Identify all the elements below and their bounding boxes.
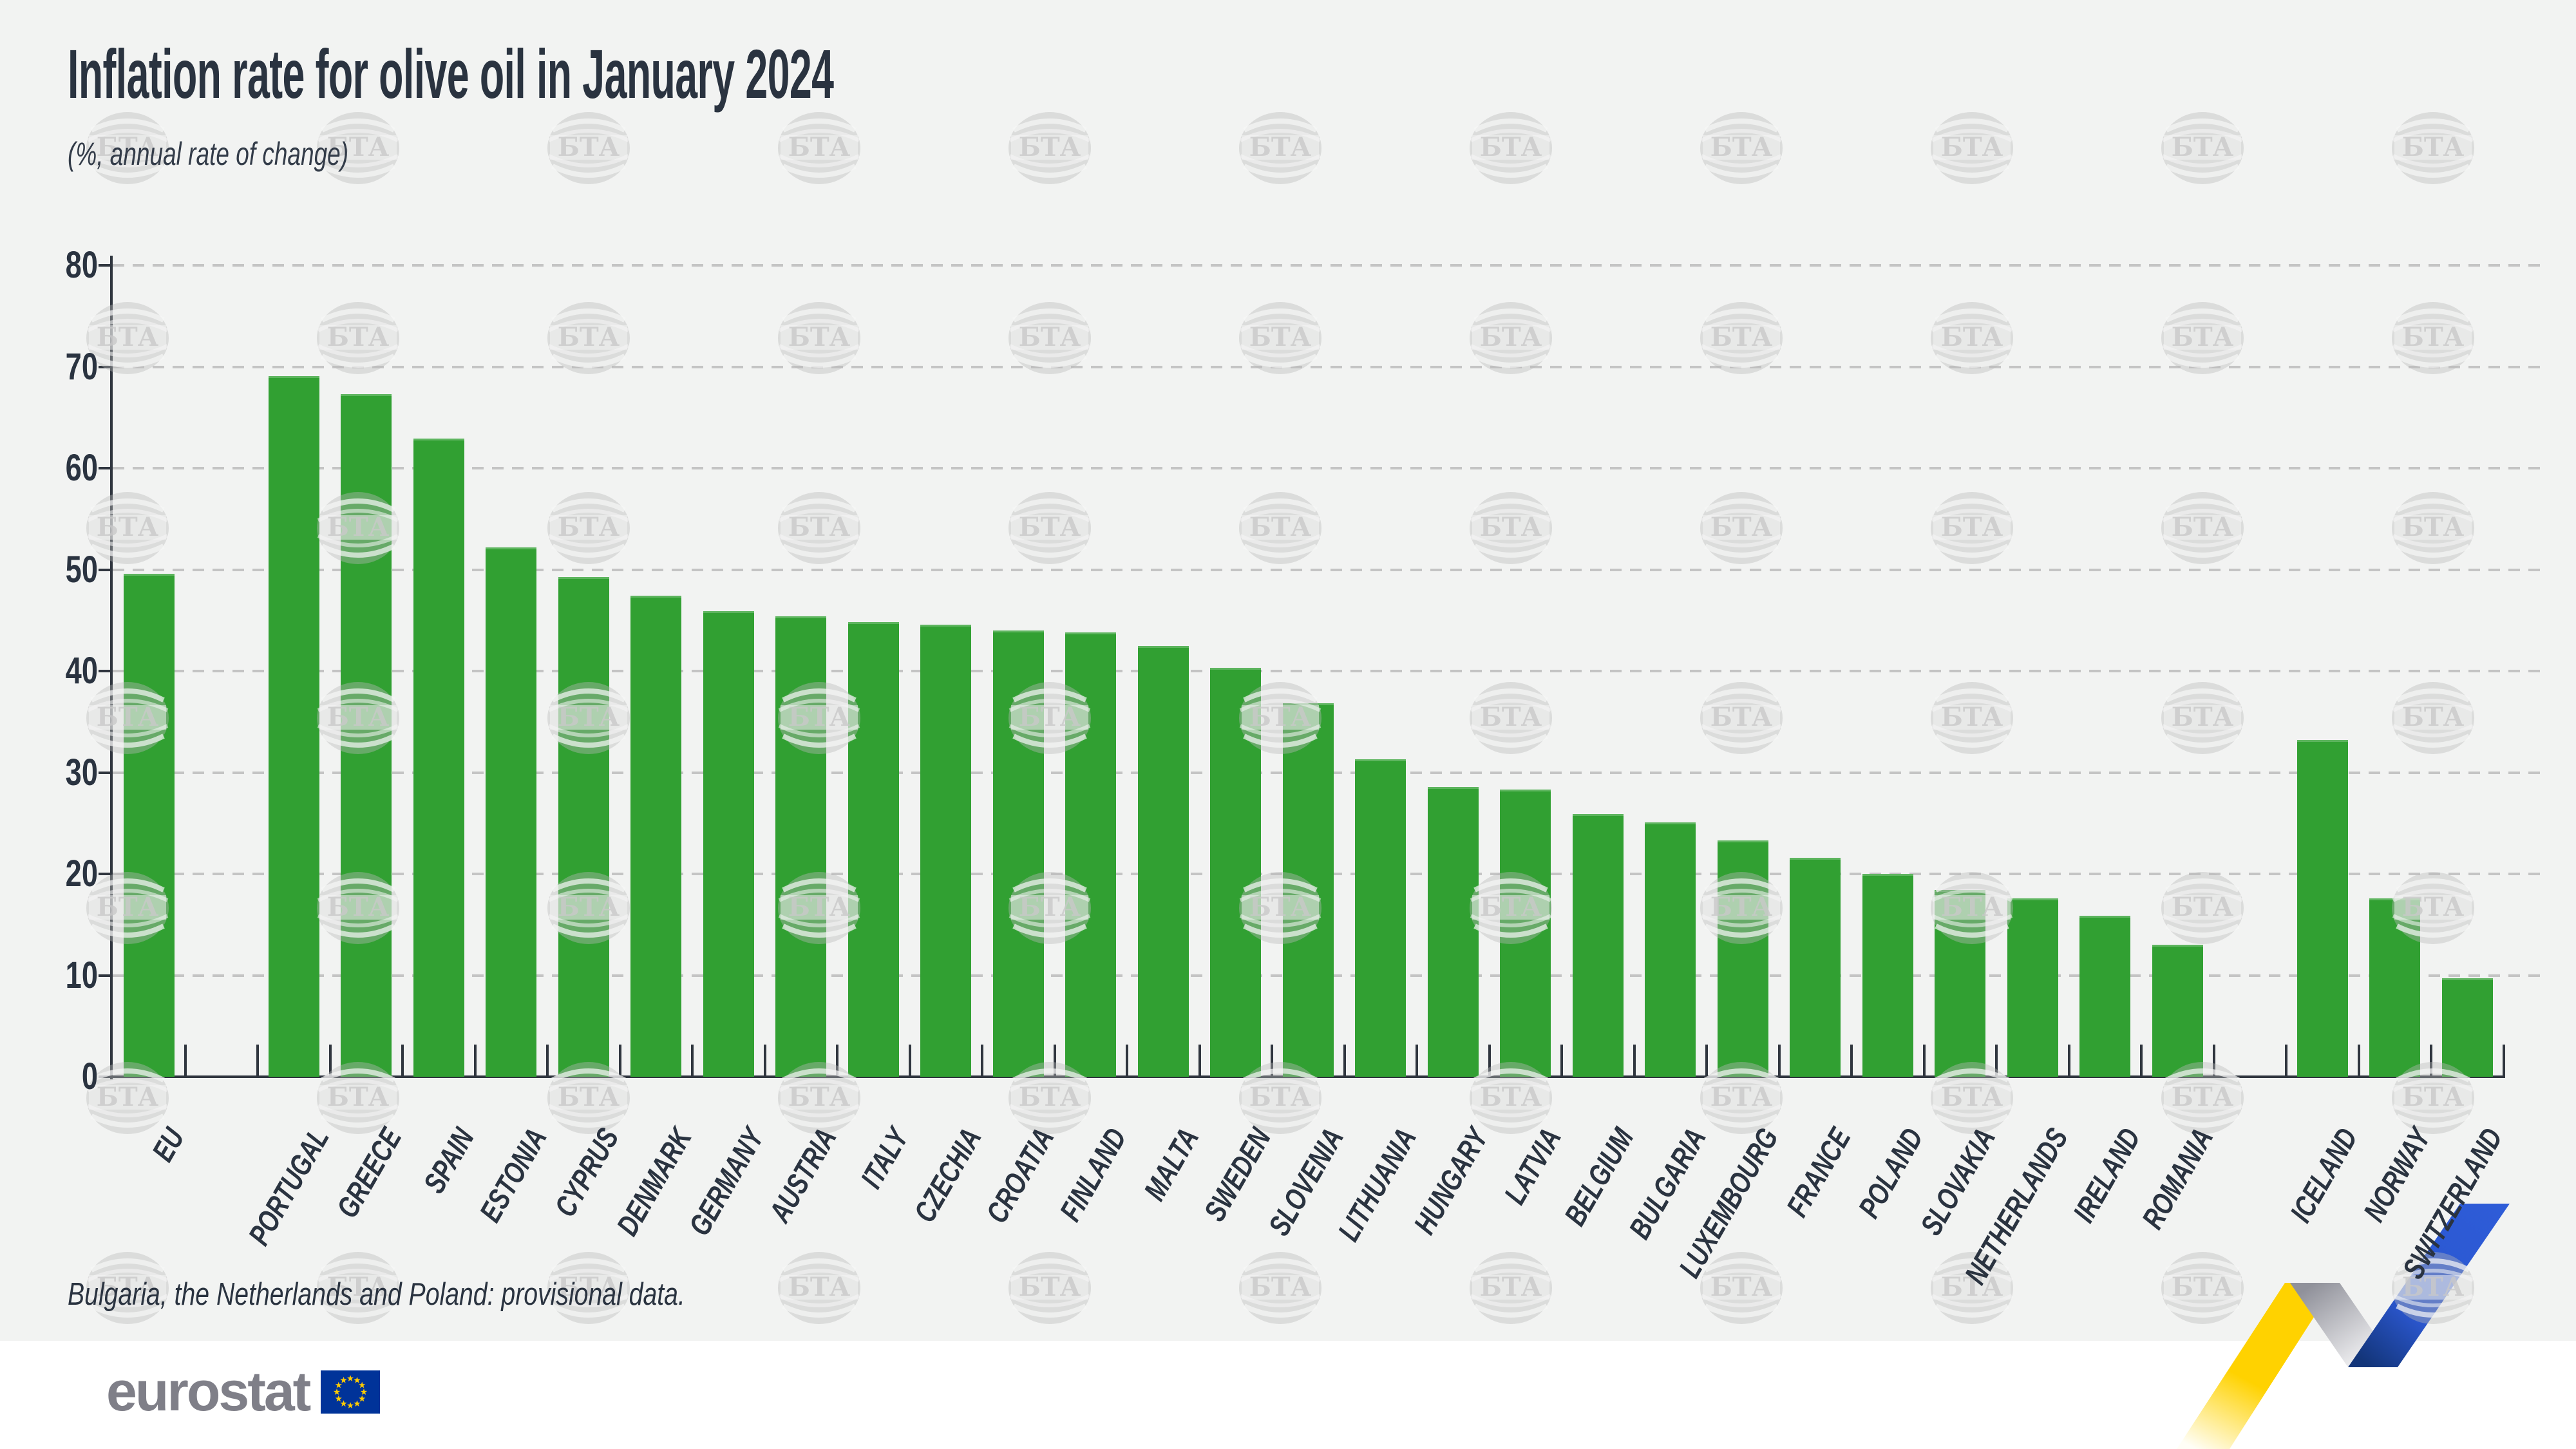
x-axis-tick-26 bbox=[1995, 1045, 1998, 1077]
bar-switzerland bbox=[2441, 978, 2493, 1077]
x-axis-tick-33 bbox=[2502, 1045, 2505, 1077]
bar-eu bbox=[123, 573, 175, 1077]
bar-spain bbox=[413, 439, 464, 1077]
x-axis-tick-9 bbox=[763, 1045, 766, 1077]
bta-ribbon-graphic bbox=[2177, 1204, 2510, 1449]
bar-bulgaria bbox=[1645, 822, 1696, 1077]
x-axis-tick-28 bbox=[2140, 1045, 2143, 1077]
bar-malta bbox=[1137, 645, 1189, 1077]
gridline-60 bbox=[113, 467, 2544, 469]
y-axis-line bbox=[110, 256, 113, 1079]
x-axis-tick-6 bbox=[546, 1045, 549, 1077]
gridline-70 bbox=[113, 365, 2544, 368]
y-axis-tick-10 bbox=[99, 974, 113, 977]
gridline-40 bbox=[113, 670, 2544, 672]
x-axis-tick-1 bbox=[184, 1045, 187, 1077]
bar-ireland bbox=[2079, 915, 2131, 1077]
bar-greece bbox=[341, 394, 392, 1077]
x-axis-tick-11 bbox=[908, 1045, 911, 1077]
x-axis-tick-12 bbox=[981, 1045, 983, 1077]
bar-latvia bbox=[1500, 790, 1551, 1077]
bar-luxembourg bbox=[1717, 840, 1768, 1077]
bar-finland bbox=[1065, 632, 1117, 1077]
bar-hungary bbox=[1427, 786, 1479, 1077]
bar-czechia bbox=[920, 624, 972, 1077]
bar-romania bbox=[2152, 945, 2203, 1077]
x-axis-tick-13 bbox=[1053, 1045, 1056, 1077]
x-axis-tick-20 bbox=[1560, 1045, 1563, 1077]
x-axis-tick-23 bbox=[1777, 1045, 1781, 1077]
x-axis-tick-29 bbox=[2212, 1045, 2215, 1077]
x-axis-tick-24 bbox=[1850, 1045, 1853, 1077]
x-axis-tick-18 bbox=[1416, 1045, 1418, 1077]
gridline-80 bbox=[113, 264, 2544, 267]
bar-netherlands bbox=[2007, 898, 2058, 1077]
bar-slovakia bbox=[1935, 890, 1986, 1077]
bar-france bbox=[1790, 857, 1841, 1077]
bar-estonia bbox=[486, 547, 537, 1077]
bar-norway bbox=[2369, 898, 2421, 1077]
x-axis-tick-14 bbox=[1126, 1045, 1128, 1077]
y-axis-tick-40 bbox=[99, 670, 113, 672]
gridline-50 bbox=[113, 568, 2544, 571]
bar-cyprus bbox=[558, 576, 609, 1077]
x-axis-tick-8 bbox=[691, 1045, 694, 1077]
x-axis-tick-16 bbox=[1271, 1045, 1273, 1077]
bar-lithuania bbox=[1355, 759, 1406, 1077]
x-axis-tick-19 bbox=[1488, 1045, 1491, 1077]
footer-band bbox=[0, 1341, 2576, 1449]
x-axis-tick-2 bbox=[256, 1045, 259, 1077]
y-axis-tick-60 bbox=[99, 467, 113, 469]
x-axis-tick-3 bbox=[328, 1045, 332, 1077]
bar-austria bbox=[775, 616, 827, 1077]
y-axis-tick-30 bbox=[99, 771, 113, 774]
x-axis-tick-22 bbox=[1705, 1045, 1708, 1077]
bar-germany bbox=[703, 611, 754, 1077]
bar-sweden bbox=[1210, 668, 1262, 1077]
bar-slovenia bbox=[1282, 703, 1334, 1077]
y-axis-tick-80 bbox=[99, 264, 113, 267]
x-axis-tick-15 bbox=[1198, 1045, 1201, 1077]
x-axis-tick-25 bbox=[1922, 1045, 1926, 1077]
bar-belgium bbox=[1572, 814, 1624, 1077]
x-axis-tick-21 bbox=[1633, 1045, 1636, 1077]
y-axis-tick-20 bbox=[99, 873, 113, 875]
bar-denmark bbox=[630, 596, 682, 1077]
x-axis-tick-5 bbox=[473, 1045, 477, 1077]
bar-croatia bbox=[992, 630, 1044, 1077]
bar-portugal bbox=[268, 375, 319, 1077]
ribbon-yellow-band bbox=[2177, 1283, 2336, 1449]
bar-poland bbox=[1862, 874, 1913, 1077]
x-axis-tick-7 bbox=[618, 1045, 621, 1077]
ribbon-blue-band bbox=[2348, 1204, 2510, 1367]
x-axis-tick-27 bbox=[2067, 1045, 2070, 1077]
bar-iceland bbox=[2297, 740, 2348, 1077]
x-axis-tick-10 bbox=[836, 1045, 838, 1077]
y-axis-tick-50 bbox=[99, 568, 113, 571]
bar-italy bbox=[848, 622, 899, 1077]
x-axis-tick-4 bbox=[401, 1045, 404, 1077]
x-axis-tick-31 bbox=[2357, 1045, 2360, 1077]
x-axis-tick-30 bbox=[2285, 1045, 2287, 1077]
x-axis-tick-17 bbox=[1343, 1045, 1346, 1077]
x-axis-tick-32 bbox=[2430, 1045, 2432, 1077]
